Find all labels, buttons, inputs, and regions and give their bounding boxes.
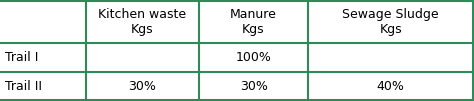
Text: Kitchen waste
Kgs: Kitchen waste Kgs (99, 8, 187, 36)
Text: 100%: 100% (236, 51, 272, 64)
Text: Manure
Kgs: Manure Kgs (230, 8, 277, 36)
Text: Trail I: Trail I (5, 51, 39, 64)
Text: Trail II: Trail II (5, 80, 42, 93)
Text: Sewage Sludge
Kgs: Sewage Sludge Kgs (342, 8, 439, 36)
Text: 30%: 30% (128, 80, 156, 93)
Text: 30%: 30% (239, 80, 267, 93)
Text: 40%: 40% (377, 80, 404, 93)
